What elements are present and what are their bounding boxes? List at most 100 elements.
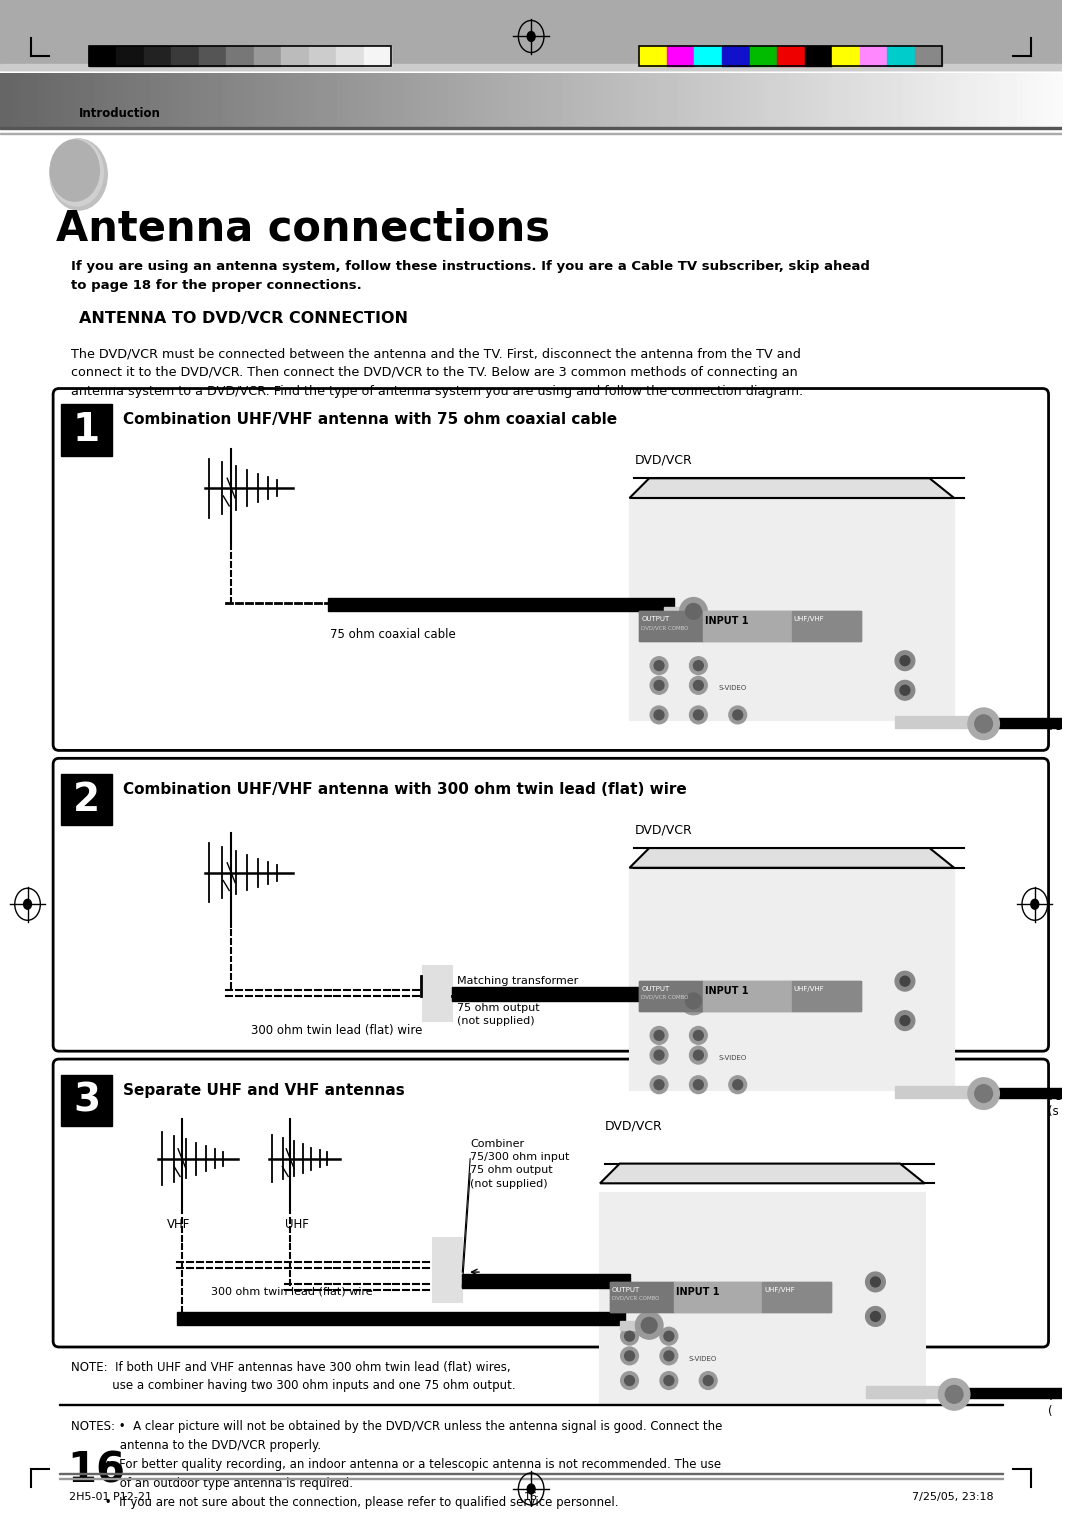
Circle shape (621, 1348, 638, 1365)
Circle shape (650, 1027, 667, 1044)
Circle shape (689, 1027, 707, 1044)
Bar (620, 1322, 645, 1331)
Text: Matching transformer
300 ohm input
75 ohm output
(not supplied): Matching transformer 300 ohm input 75 oh… (458, 976, 579, 1025)
FancyBboxPatch shape (53, 1059, 1049, 1348)
Bar (89, 46, 391, 66)
Polygon shape (600, 1164, 924, 1183)
Circle shape (733, 711, 743, 720)
Bar (998, 718, 1080, 727)
Polygon shape (630, 848, 954, 868)
Bar (762, 1282, 832, 1311)
Circle shape (686, 993, 701, 1008)
Text: 16: 16 (67, 1450, 125, 1491)
Bar (750, 46, 778, 66)
Text: INPUT 1: INPUT 1 (705, 616, 748, 626)
Bar (639, 46, 943, 66)
Bar (116, 46, 144, 66)
Bar (833, 46, 860, 66)
Circle shape (650, 657, 667, 674)
Circle shape (689, 677, 707, 694)
Text: 1: 1 (73, 411, 100, 449)
Bar (0, 64, 1063, 70)
Text: Combiner
75/300 ohm input
75 ohm output
(not supplied): Combiner 75/300 ohm input 75 ohm output … (470, 1138, 569, 1189)
Text: 300 ohm twin lead (flat) wire: 300 ohm twin lead (flat) wire (212, 1287, 373, 1297)
Ellipse shape (527, 32, 535, 41)
Bar (177, 1311, 624, 1325)
Ellipse shape (24, 900, 31, 909)
Circle shape (679, 597, 707, 625)
Text: S-VIDEO: S-VIDEO (689, 1355, 717, 1361)
Bar (423, 966, 453, 1021)
Circle shape (939, 1378, 970, 1410)
Circle shape (895, 680, 915, 700)
Bar (60, 405, 112, 455)
Circle shape (693, 1080, 703, 1089)
Bar (89, 46, 116, 66)
Circle shape (650, 1076, 667, 1094)
Bar (969, 1389, 1080, 1398)
Circle shape (895, 651, 915, 671)
Circle shape (895, 1010, 915, 1030)
Text: DVD/VCR: DVD/VCR (605, 1118, 663, 1132)
Bar (778, 46, 805, 66)
Circle shape (664, 1375, 674, 1386)
Bar (60, 1074, 112, 1126)
Ellipse shape (527, 1484, 535, 1494)
Bar (792, 981, 861, 1010)
Circle shape (679, 987, 707, 1015)
Text: OUTPUT: OUTPUT (642, 986, 670, 992)
Text: 2H5-01 P12-21: 2H5-01 P12-21 (69, 1491, 152, 1502)
Bar (639, 611, 703, 640)
Bar (144, 46, 171, 66)
Bar (895, 1086, 974, 1097)
Circle shape (654, 1030, 664, 1041)
Text: VHF: VHF (167, 1218, 190, 1232)
Bar (915, 46, 943, 66)
Ellipse shape (1030, 900, 1039, 909)
Circle shape (654, 660, 664, 671)
Bar (309, 46, 336, 66)
Text: ANTENNA TO DVD/VCR CONNECTION: ANTENNA TO DVD/VCR CONNECTION (79, 310, 407, 325)
Polygon shape (630, 478, 954, 498)
Text: 75: 75 (1048, 720, 1063, 733)
Text: UHF: UHF (285, 1218, 309, 1232)
Circle shape (621, 1372, 638, 1389)
Bar (327, 597, 674, 611)
Circle shape (624, 1351, 634, 1361)
Ellipse shape (50, 141, 99, 202)
Circle shape (945, 1386, 963, 1403)
Bar (199, 46, 226, 66)
Bar (0, 0, 1063, 79)
Circle shape (900, 656, 909, 666)
Circle shape (865, 1273, 886, 1291)
Text: Introduction: Introduction (79, 107, 161, 121)
FancyBboxPatch shape (53, 758, 1049, 1051)
Ellipse shape (50, 139, 104, 206)
Text: Antenna connections: Antenna connections (56, 208, 550, 249)
Bar (433, 1238, 462, 1302)
Circle shape (650, 677, 667, 694)
Bar (171, 46, 199, 66)
Circle shape (654, 1080, 664, 1089)
Bar (0, 0, 1063, 70)
Circle shape (865, 1306, 886, 1326)
Bar (895, 717, 974, 727)
Circle shape (624, 1331, 634, 1342)
Text: 300 ohm twin lead (flat) wire: 300 ohm twin lead (flat) wire (251, 1024, 422, 1036)
Bar (281, 46, 309, 66)
Circle shape (642, 1317, 657, 1334)
Circle shape (729, 706, 746, 724)
Bar (674, 1282, 762, 1311)
Circle shape (664, 1351, 674, 1361)
Circle shape (895, 972, 915, 992)
Text: 75
(s: 75 (s (1048, 1089, 1063, 1117)
Text: Separate UHF and VHF antennas: Separate UHF and VHF antennas (123, 1083, 405, 1097)
Circle shape (686, 604, 701, 619)
Circle shape (693, 1050, 703, 1060)
Circle shape (624, 1375, 634, 1386)
Bar (703, 611, 792, 640)
Text: UHF/VHF: UHF/VHF (765, 1287, 795, 1293)
Text: NOTES: •  A clear picture will not be obtained by the DVD/VCR unless the antenna: NOTES: • A clear picture will not be obt… (71, 1420, 723, 1510)
Bar (0, 127, 1063, 130)
Text: 7
(: 7 ( (1048, 1390, 1055, 1418)
